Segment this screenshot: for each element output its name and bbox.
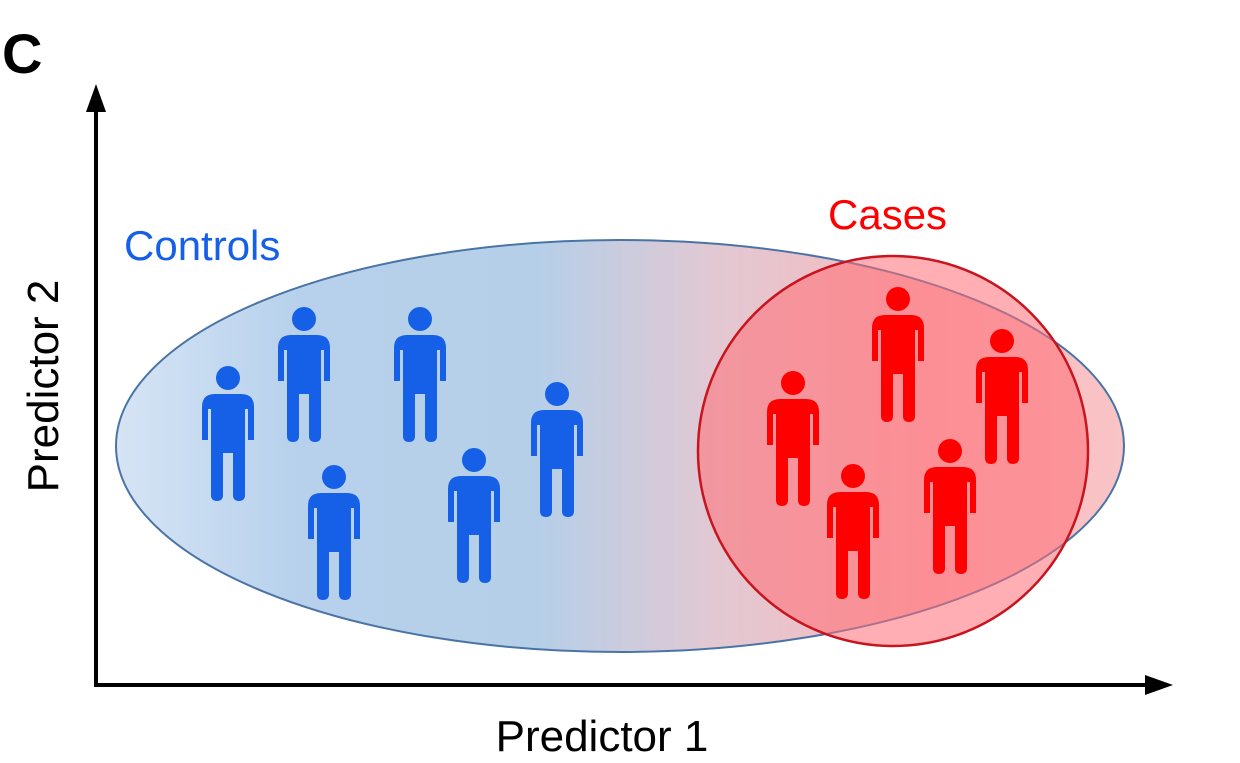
cases-circle — [696, 254, 1090, 648]
control-person-icon — [278, 307, 330, 442]
control-person-icon — [531, 382, 583, 517]
cases-label: Cases — [828, 191, 947, 238]
control-person-icon — [448, 448, 500, 583]
control-person-icon — [308, 465, 360, 600]
control-person-icon — [394, 307, 446, 442]
people-layer — [202, 287, 1028, 600]
control-person-icon — [202, 366, 254, 501]
axes — [86, 84, 1173, 695]
case-person-icon — [924, 439, 976, 574]
y-axis-label: Predictor 2 — [19, 280, 68, 493]
controls-label: Controls — [124, 222, 280, 269]
panel-label: C — [2, 22, 42, 85]
x-axis-arrow-icon — [1145, 675, 1173, 695]
y-axis-arrow-icon — [86, 84, 106, 112]
case-person-icon — [976, 329, 1028, 464]
case-person-icon — [827, 464, 879, 599]
case-person-icon — [767, 371, 819, 506]
x-axis-label: Predictor 1 — [496, 712, 709, 761]
case-person-icon — [872, 287, 924, 422]
